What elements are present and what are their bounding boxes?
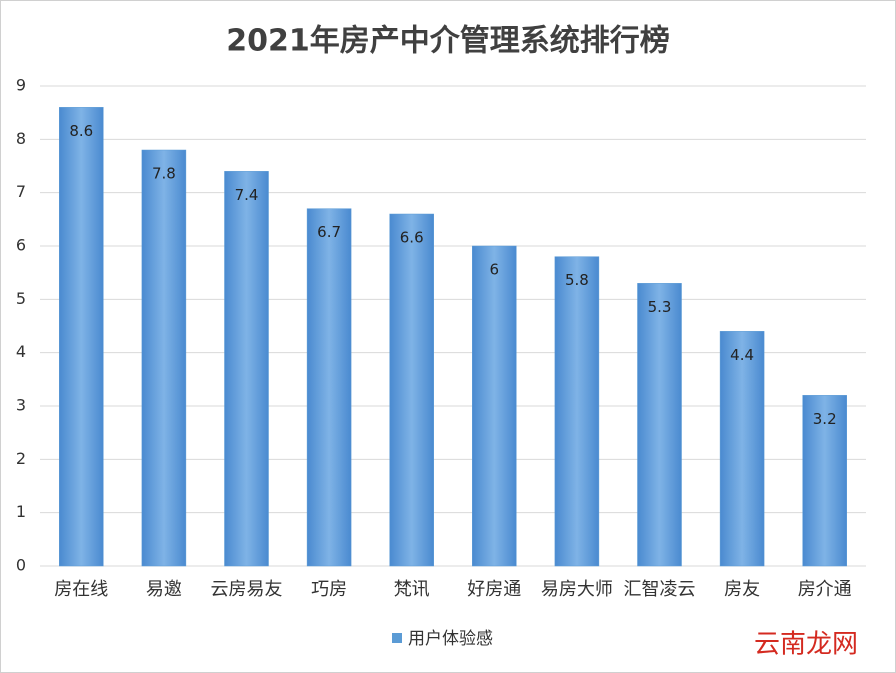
x-tick-label: 房介通 (798, 579, 852, 600)
y-tick-label: 3 (16, 396, 26, 415)
value-label: 6.6 (400, 229, 424, 247)
value-label: 5.3 (648, 298, 672, 316)
x-tick-label: 梵讯 (394, 579, 430, 600)
legend-swatch (392, 633, 402, 643)
bar (389, 213, 434, 567)
x-tick-label: 云房易友 (211, 579, 283, 600)
y-tick-label: 8 (16, 129, 26, 148)
y-tick-label: 1 (16, 502, 26, 521)
chart-title: 2021年房产中介管理系统排行榜 (226, 24, 670, 59)
value-label: 6 (490, 261, 500, 279)
x-tick-label: 好房通 (467, 579, 521, 600)
value-label: 7.8 (152, 165, 176, 183)
value-label: 7.4 (235, 186, 259, 204)
value-label: 6.7 (317, 223, 341, 241)
value-label: 8.6 (69, 122, 93, 140)
watermark: 云南龙网 (754, 630, 858, 660)
value-label: 3.2 (813, 410, 837, 428)
bar (59, 107, 104, 567)
y-tick-label: 6 (16, 236, 26, 255)
bar (141, 149, 187, 567)
x-tick-label: 巧房 (311, 579, 347, 600)
y-tick-label: 5 (16, 289, 26, 308)
bar (472, 245, 517, 567)
bar (554, 256, 600, 567)
y-tick-label: 0 (16, 556, 26, 575)
y-tick-label: 7 (16, 182, 26, 201)
bar (224, 171, 269, 567)
legend-label: 用户体验感 (408, 629, 493, 649)
value-label: 5.8 (565, 271, 589, 289)
x-tick-label: 房友 (724, 579, 760, 600)
x-tick-label: 汇智凌云 (624, 579, 696, 600)
x-tick-label: 易邀 (146, 579, 182, 600)
value-label: 4.4 (730, 346, 754, 364)
y-tick-label: 9 (16, 76, 26, 95)
bar (802, 395, 847, 567)
y-tick-label: 4 (16, 342, 26, 361)
y-tick-label: 2 (16, 449, 26, 468)
bar (719, 331, 765, 567)
bar (306, 208, 352, 567)
x-tick-label: 房在线 (54, 579, 108, 600)
x-tick-label: 易房大师 (541, 579, 613, 600)
bar (637, 283, 682, 567)
